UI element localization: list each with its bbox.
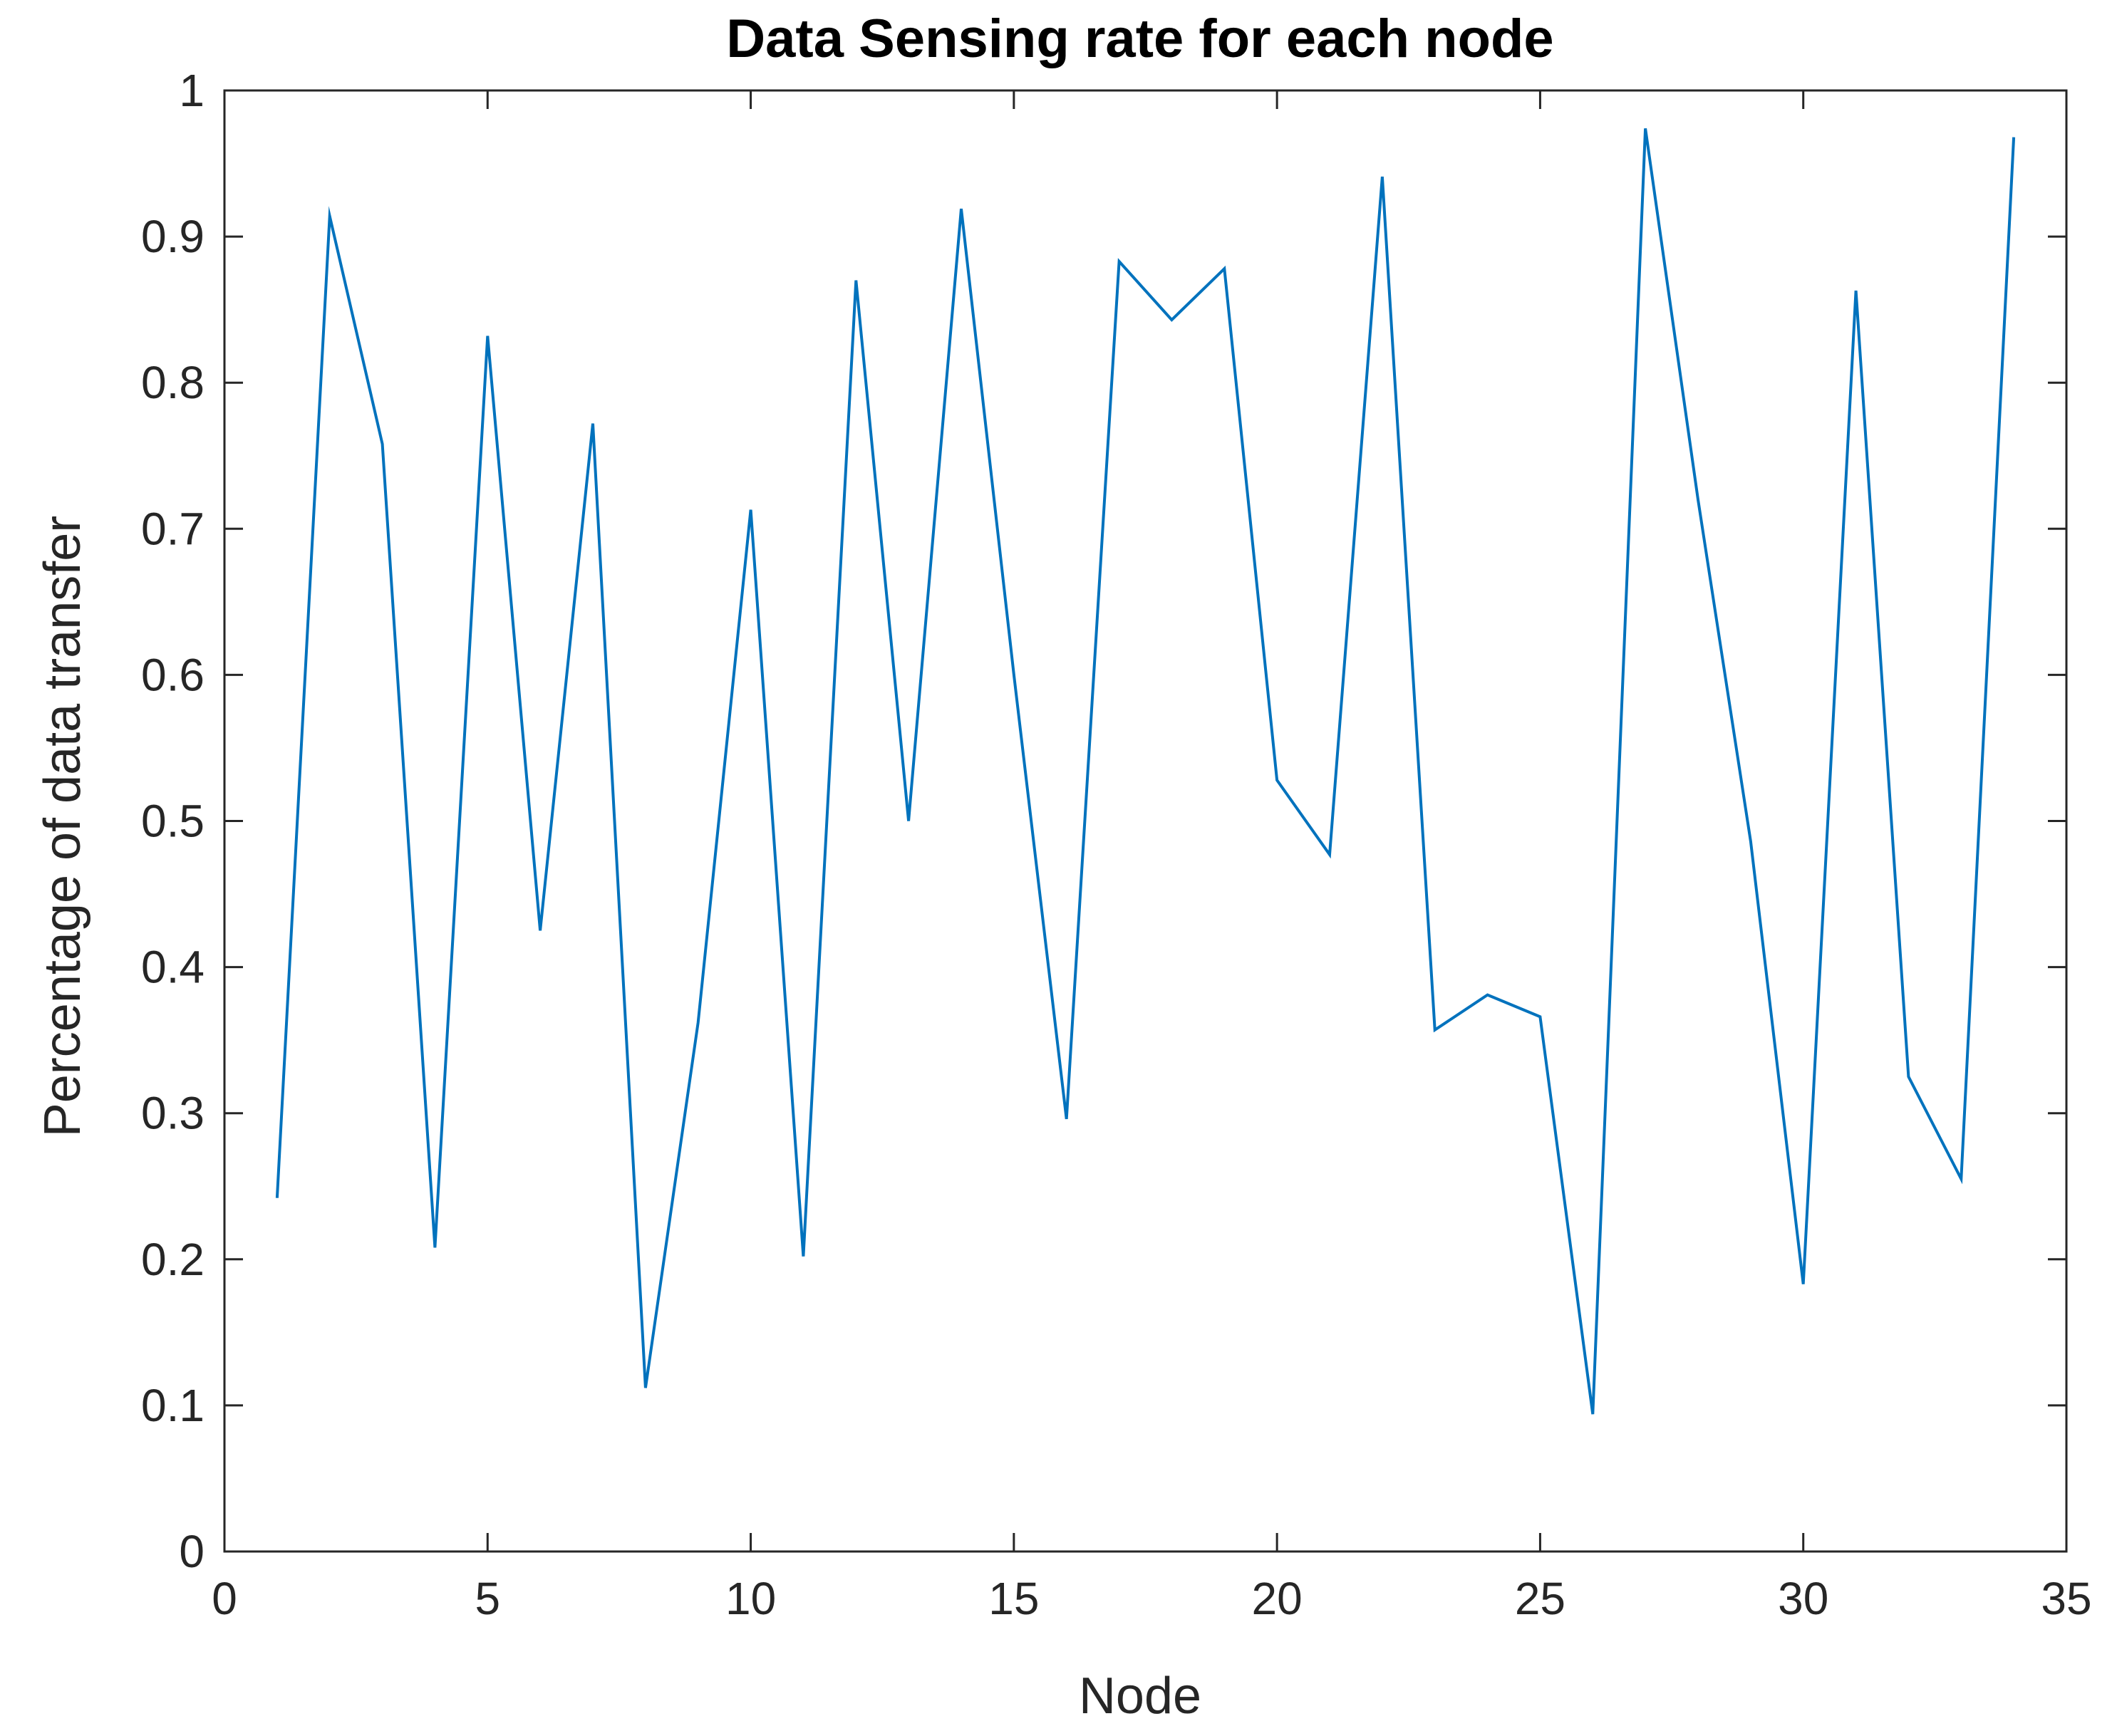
data-point [276, 1197, 279, 1200]
y-tick-label: 0.5 [141, 796, 205, 847]
y-tick-label: 0.3 [141, 1088, 205, 1139]
y-tick-label: 0.9 [141, 211, 205, 262]
y-tick-label: 0.1 [141, 1380, 205, 1431]
data-point [854, 279, 857, 282]
data-point [486, 335, 489, 338]
y-tick-label: 0.2 [141, 1234, 205, 1285]
plot-area: 0 5 10 15 20 25 30 35 0 0.1 0.2 0.3 0.4 0.5 0.6 0.7 0.8 0… [141, 65, 2092, 1624]
y-tick-label: 1 [179, 65, 205, 116]
data-point [1697, 498, 1699, 501]
data-point [1118, 260, 1121, 263]
y-axis-label: Percentage of data transfer [34, 516, 91, 1138]
data-point [1749, 840, 1752, 843]
data-point [1065, 1118, 1068, 1121]
data-point [1538, 1015, 1541, 1018]
data-point [1855, 289, 1858, 292]
data-point [1802, 1283, 1805, 1286]
x-tick-label: 20 [1252, 1573, 1303, 1624]
series-line [275, 128, 2016, 1415]
axes-box [223, 89, 2068, 1553]
x-tick-label: 30 [1778, 1573, 1828, 1624]
data-point [381, 442, 384, 445]
x-tick-label: 5 [475, 1573, 500, 1624]
chart-title: Data Sensing rate for each node [726, 9, 1553, 69]
data-point [591, 422, 594, 425]
y-tick-label: 0.8 [141, 357, 205, 408]
y-tick-label: 0.4 [141, 942, 205, 993]
data-point [1170, 318, 1173, 321]
x-tick-label: 10 [725, 1573, 776, 1624]
data-point [907, 820, 910, 823]
y-tick-label: 0 [179, 1526, 205, 1577]
x-tick-label: 25 [1515, 1573, 1565, 1624]
data-point [1434, 1029, 1437, 1031]
data-point [1644, 127, 1647, 130]
data-point [1328, 853, 1331, 856]
data-point [1486, 994, 1489, 997]
data-point [328, 214, 331, 217]
data-point [1275, 779, 1278, 781]
data-point [1013, 673, 1015, 676]
data-point [433, 1246, 436, 1249]
data-point [750, 509, 752, 511]
x-tick-label: 0 [212, 1573, 237, 1624]
data-point [1223, 267, 1226, 270]
data-point [1960, 1178, 1962, 1180]
y-tick-label: 0.7 [141, 503, 205, 554]
data-point [1381, 175, 1384, 178]
data-point [802, 1255, 804, 1258]
data-point [697, 1022, 700, 1024]
data-point [2012, 136, 2015, 139]
data-point [644, 1386, 647, 1389]
x-tick-label: 35 [2041, 1573, 2091, 1624]
x-axis-label: Node [1079, 1668, 1201, 1725]
data-point [539, 929, 542, 932]
data-point [960, 207, 963, 210]
data-point [1907, 1075, 1910, 1078]
x-tick-label: 15 [988, 1573, 1039, 1624]
data-point [1591, 1413, 1594, 1415]
y-tick-label: 0.6 [141, 649, 205, 700]
